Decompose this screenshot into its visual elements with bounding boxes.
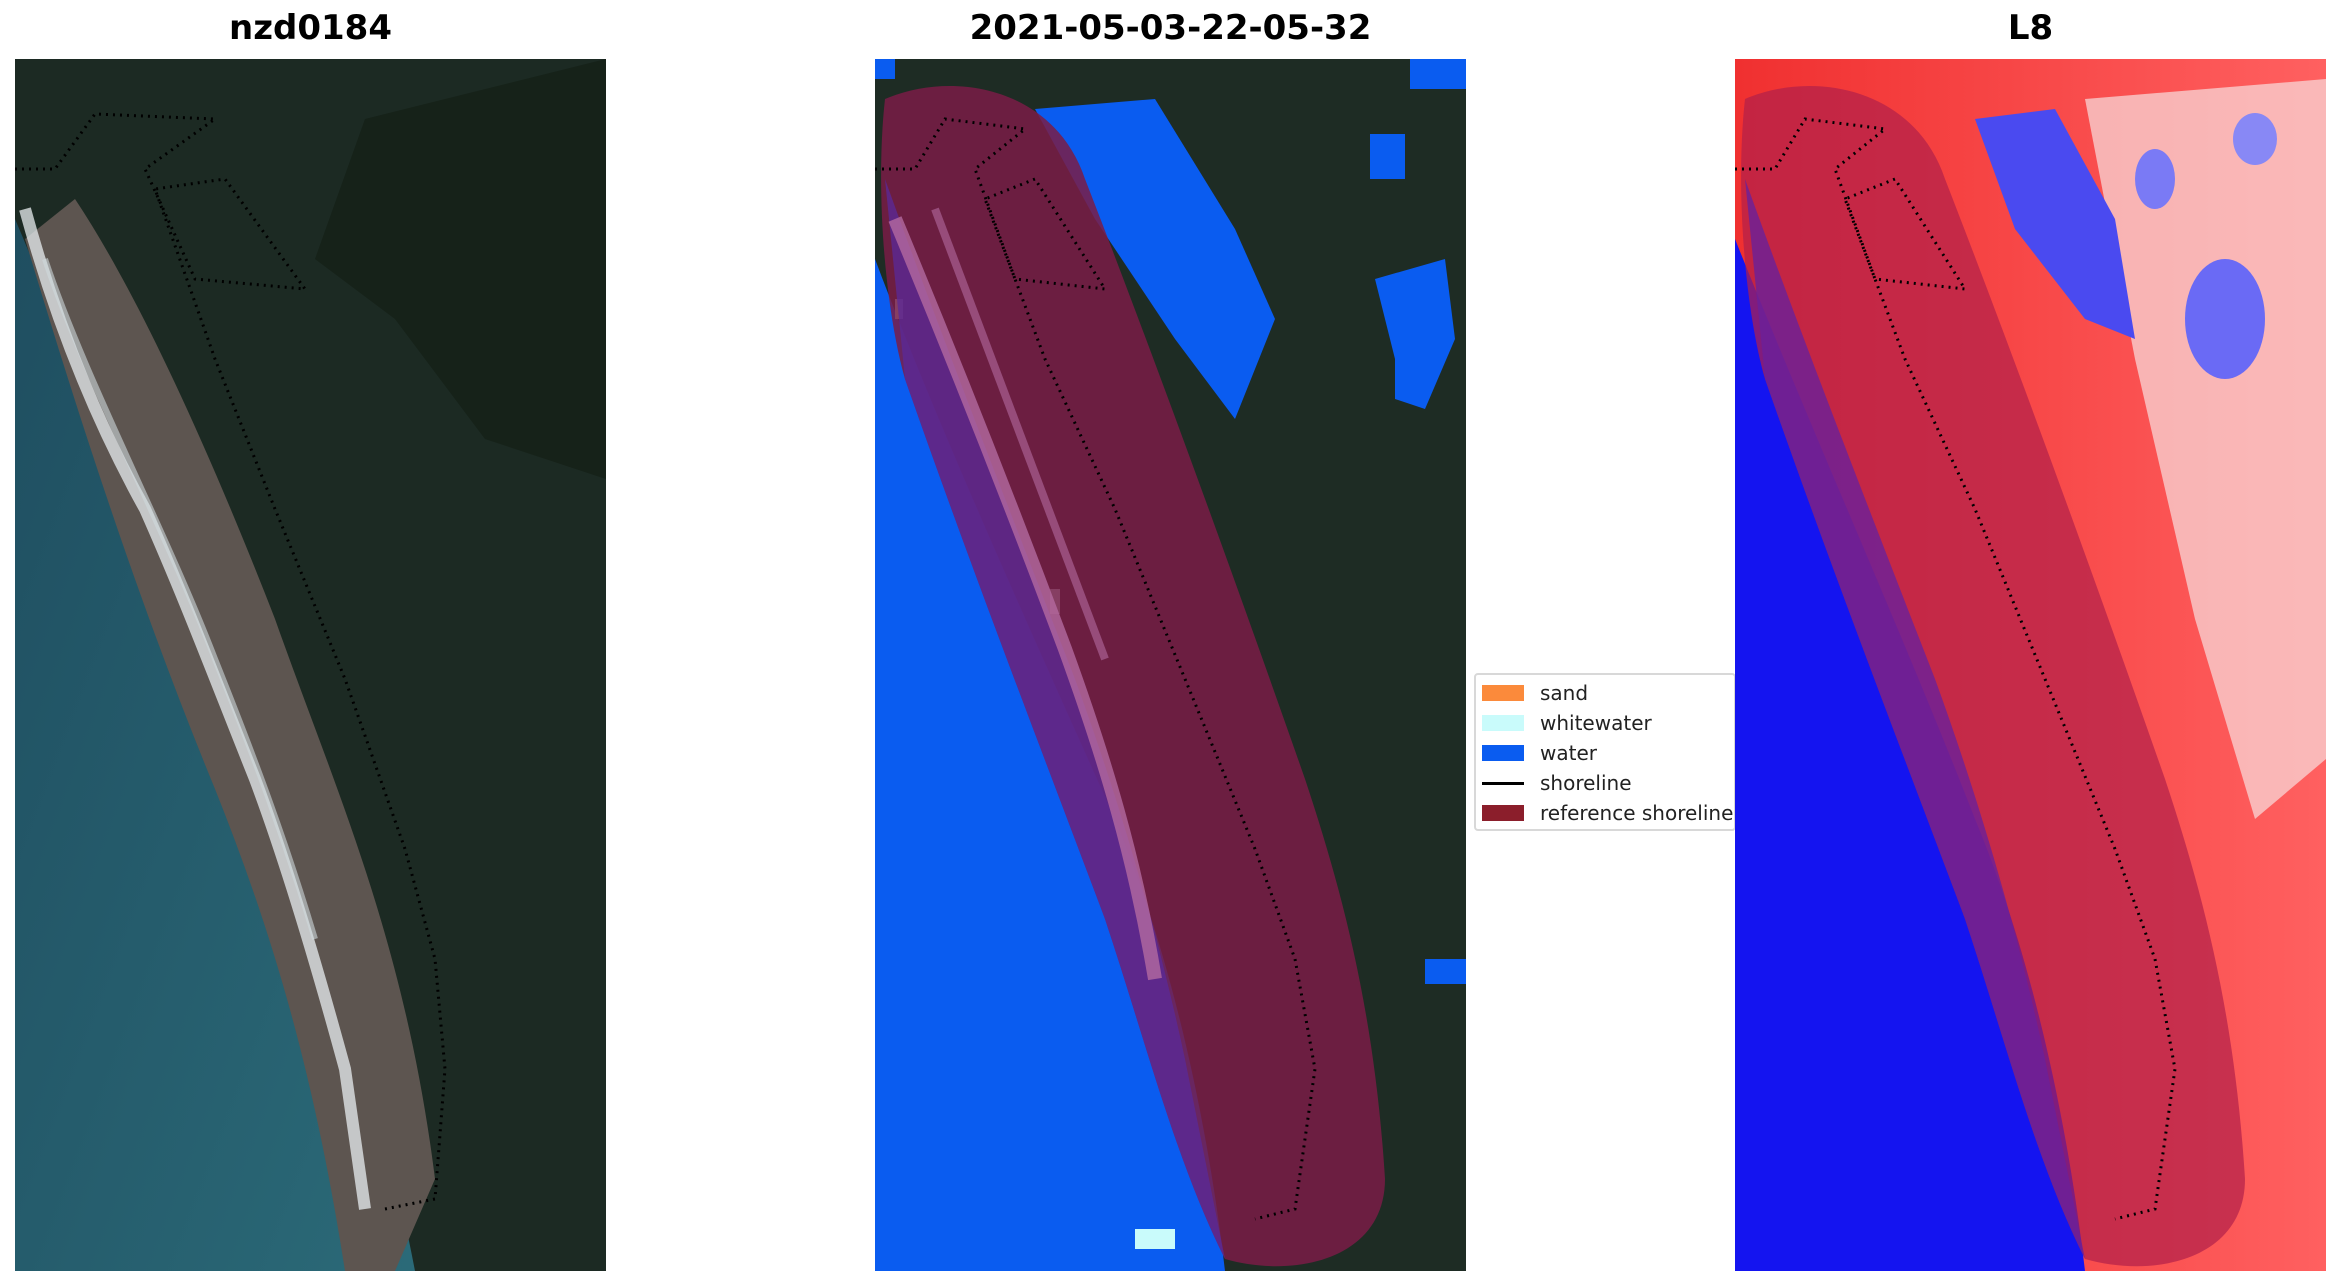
water-class-inland — [1035, 99, 1275, 419]
reference-shoreline-band — [1741, 85, 2245, 1267]
legend-label: whitewater — [1540, 711, 1652, 735]
legend-label: sand — [1540, 681, 1589, 705]
legend-swatch-water — [1482, 745, 1524, 761]
legend-label: reference shoreline — [1540, 801, 1734, 825]
panel-title-rgb: nzd0184 — [229, 8, 392, 48]
surf-line — [19, 207, 371, 1210]
heat-blue-patch — [2135, 149, 2175, 209]
forest-shadow — [315, 59, 606, 479]
legend-swatch-sand — [1482, 685, 1524, 701]
legend-swatch-reference-shoreline — [1482, 805, 1524, 821]
rgb-satellite-image — [15, 59, 606, 1271]
heat-highlight — [2085, 79, 2326, 819]
water-patch — [1425, 959, 1466, 984]
legend-label: water — [1540, 741, 1597, 765]
legend-line-shoreline — [1482, 781, 1524, 785]
legend-label: shoreline — [1540, 771, 1632, 795]
panel-title-classified: 2021-05-03-22-05-32 — [969, 8, 1372, 48]
heat-blue-patch — [2185, 259, 2265, 379]
legend-item-shoreline: shoreline — [1476, 769, 1734, 797]
shoreline — [15, 112, 447, 1211]
shoreline — [1735, 117, 2177, 1221]
water-patch — [1370, 134, 1405, 179]
water-patch — [1375, 259, 1455, 409]
legend: sand whitewater water shoreline referenc… — [1474, 673, 1736, 831]
heat-blue-patch — [1975, 109, 2135, 339]
legend-item-water: water — [1476, 739, 1734, 767]
water-patch — [1410, 59, 1466, 89]
whitewater-patch — [1135, 1229, 1175, 1249]
sand-class-streak — [888, 216, 1162, 981]
band-over-water — [1745, 179, 2085, 1259]
legend-item-whitewater: whitewater — [1476, 709, 1734, 737]
surf-line-inner — [42, 258, 318, 940]
legend-item-reference-shoreline: reference shoreline — [1476, 799, 1734, 827]
sand-class-streak — [931, 207, 1109, 661]
reference-shoreline-band — [881, 85, 1385, 1267]
shoreline — [875, 117, 1317, 1221]
heat-blue-patch — [2233, 113, 2277, 165]
band-over-water — [885, 179, 1225, 1259]
legend-swatch-whitewater — [1482, 715, 1524, 731]
panel-title-index: L8 — [2007, 8, 2054, 48]
index-heatmap — [1735, 59, 2326, 1271]
classified-image — [875, 59, 1466, 1271]
legend-item-sand: sand — [1476, 679, 1734, 707]
water-patch — [875, 59, 895, 79]
